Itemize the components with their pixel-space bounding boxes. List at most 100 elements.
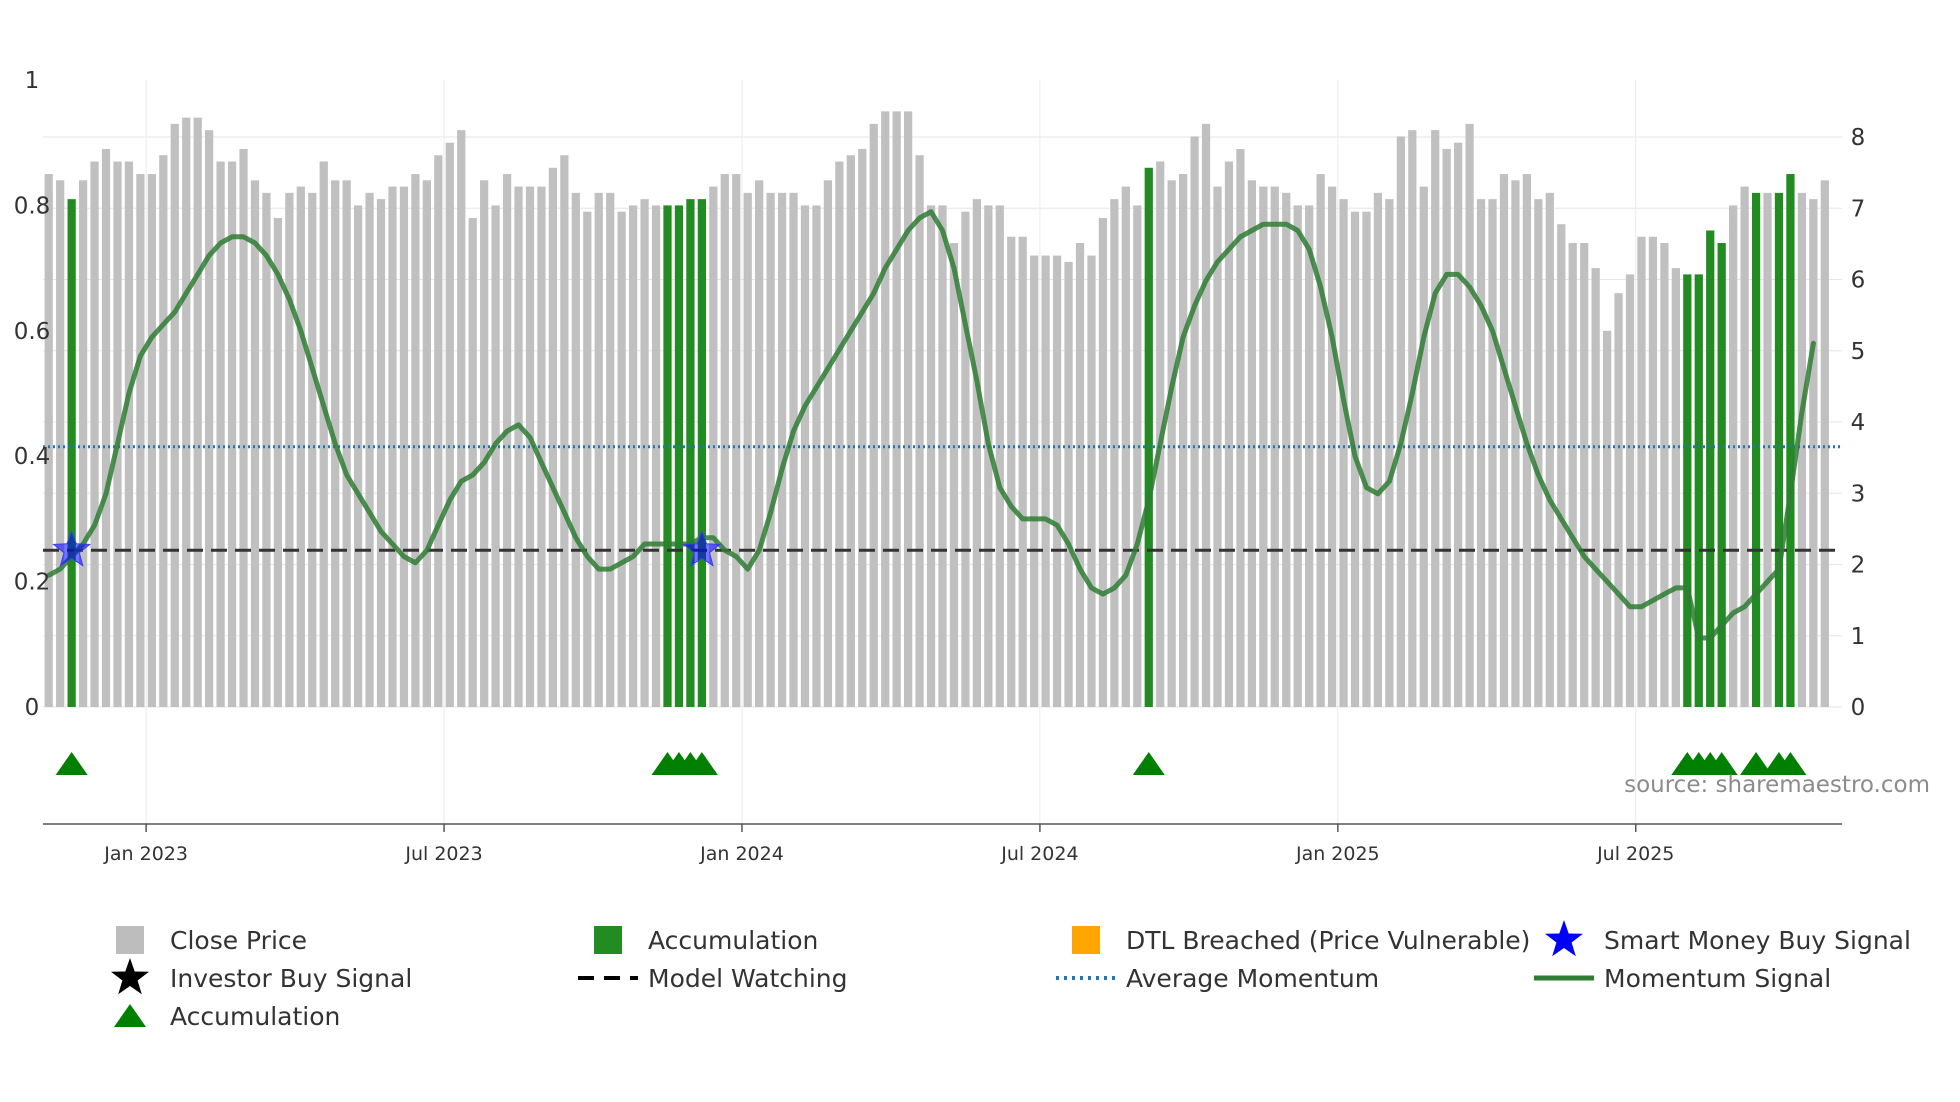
accumulation-marker bbox=[1705, 752, 1738, 775]
left-axis-label: 0.2 bbox=[14, 570, 51, 596]
left-axis-label: 1 bbox=[25, 68, 40, 94]
close-price-bar bbox=[44, 174, 53, 708]
close-price-bar bbox=[170, 123, 179, 707]
close-price-bar bbox=[1625, 274, 1635, 707]
close-price-bar bbox=[926, 205, 936, 707]
close-price-bar bbox=[1030, 255, 1039, 707]
close-price-bar bbox=[1431, 130, 1440, 707]
close-price-bar bbox=[1179, 174, 1188, 708]
close-price-bar bbox=[468, 217, 477, 707]
close-price-bar bbox=[1671, 268, 1680, 707]
close-price-bar bbox=[869, 123, 878, 707]
accumulation-marker bbox=[685, 752, 718, 775]
legend-label: Smart Money Buy Signal bbox=[1604, 926, 1911, 955]
close-price-bar bbox=[1454, 142, 1463, 707]
close-price-bar bbox=[250, 180, 260, 707]
close-price-bar bbox=[1568, 243, 1577, 707]
close-price-bar bbox=[422, 180, 431, 707]
source-label: source: sharemaestro.com bbox=[1624, 772, 1930, 798]
close-price-bar bbox=[628, 205, 638, 707]
close-price-bar bbox=[537, 186, 546, 708]
close-price-bar bbox=[101, 148, 111, 708]
close-price-bar bbox=[812, 205, 821, 707]
right-axis-label: 1 bbox=[1851, 624, 1866, 650]
legend-label: Accumulation bbox=[170, 1002, 340, 1031]
close-price-bar bbox=[1064, 261, 1073, 707]
close-price-bar bbox=[743, 192, 752, 708]
momentum-signal-line bbox=[46, 209, 1816, 641]
close-price-bar bbox=[949, 243, 959, 707]
close-price-bar bbox=[1316, 174, 1325, 708]
legend-label: Close Price bbox=[170, 926, 307, 955]
close-price-bar bbox=[296, 186, 305, 708]
close-price-bar bbox=[124, 161, 134, 707]
close-price-bar bbox=[1465, 123, 1474, 707]
close-price-bar bbox=[800, 205, 810, 707]
close-price-bar bbox=[1041, 255, 1050, 707]
close-price-bar bbox=[583, 211, 592, 708]
close-price-bar bbox=[376, 199, 386, 707]
bar-series bbox=[44, 111, 1829, 708]
close-price-bar bbox=[1408, 130, 1417, 707]
right-axis-label: 6 bbox=[1851, 268, 1866, 294]
close-price-bar bbox=[835, 161, 844, 707]
accumulation-bar bbox=[1786, 174, 1795, 708]
close-price-bar bbox=[1442, 148, 1451, 708]
legend-marker-investor-buy-signal bbox=[111, 958, 149, 995]
close-price-bar bbox=[1820, 180, 1829, 707]
close-price-bar bbox=[1614, 293, 1623, 707]
close-price-bar bbox=[136, 174, 145, 708]
accumulation-bar bbox=[674, 205, 684, 707]
close-price-bar bbox=[571, 192, 580, 708]
close-price-bar bbox=[651, 205, 661, 707]
close-price-bar bbox=[548, 167, 558, 707]
close-price-bar bbox=[411, 174, 420, 708]
close-price-bar bbox=[457, 130, 466, 707]
close-price-bar bbox=[904, 111, 913, 708]
close-price-bar bbox=[342, 180, 351, 707]
accumulation-bar bbox=[67, 199, 76, 707]
close-price-bar bbox=[1339, 199, 1348, 707]
close-price-bar bbox=[1396, 136, 1405, 707]
line-series bbox=[43, 209, 1842, 641]
close-price-bar bbox=[1052, 255, 1062, 707]
close-price-bar bbox=[1729, 205, 1738, 707]
close-price-bar bbox=[858, 148, 867, 708]
close-price-bar bbox=[159, 155, 168, 708]
close-price-bar bbox=[1557, 224, 1566, 707]
close-price-bar bbox=[1282, 192, 1291, 708]
close-price-bar bbox=[1637, 236, 1646, 707]
x-tick-label: Jul 2024 bbox=[1000, 843, 1078, 865]
close-price-bar bbox=[972, 199, 981, 707]
close-price-bar bbox=[78, 180, 88, 707]
legend-label: Investor Buy Signal bbox=[170, 964, 412, 993]
close-price-bar bbox=[1580, 243, 1589, 707]
legend-marker-accumulation bbox=[114, 1004, 146, 1027]
close-price-bar bbox=[1293, 205, 1302, 707]
close-price-bar bbox=[1133, 205, 1142, 707]
close-price-bar bbox=[1511, 180, 1520, 707]
close-price-bar bbox=[1190, 136, 1199, 707]
close-price-bar bbox=[262, 192, 271, 708]
close-price-bar bbox=[1098, 217, 1108, 707]
close-price-bar bbox=[1499, 174, 1509, 708]
right-axis-label: 4 bbox=[1851, 410, 1866, 436]
accumulation-bar bbox=[663, 205, 672, 707]
right-axis-label: 5 bbox=[1851, 339, 1866, 365]
accumulation-bar bbox=[1706, 230, 1715, 708]
x-tick-label: Jul 2023 bbox=[404, 843, 482, 865]
accumulation-bar bbox=[1683, 274, 1692, 707]
close-price-bar bbox=[480, 180, 489, 707]
close-price-bar bbox=[319, 161, 328, 707]
close-price-bar bbox=[1167, 180, 1176, 707]
close-price-bar bbox=[1075, 243, 1085, 707]
close-price-bar bbox=[491, 205, 500, 707]
close-price-bar bbox=[1809, 199, 1818, 707]
close-price-bar bbox=[1488, 199, 1497, 707]
close-price-bar bbox=[56, 180, 65, 707]
legend-label: Momentum Signal bbox=[1604, 964, 1831, 993]
legend-marker-dtl-breached-price-vulnerable bbox=[1072, 926, 1100, 954]
close-price-bar bbox=[1018, 236, 1027, 707]
close-price-bar bbox=[1327, 186, 1337, 708]
